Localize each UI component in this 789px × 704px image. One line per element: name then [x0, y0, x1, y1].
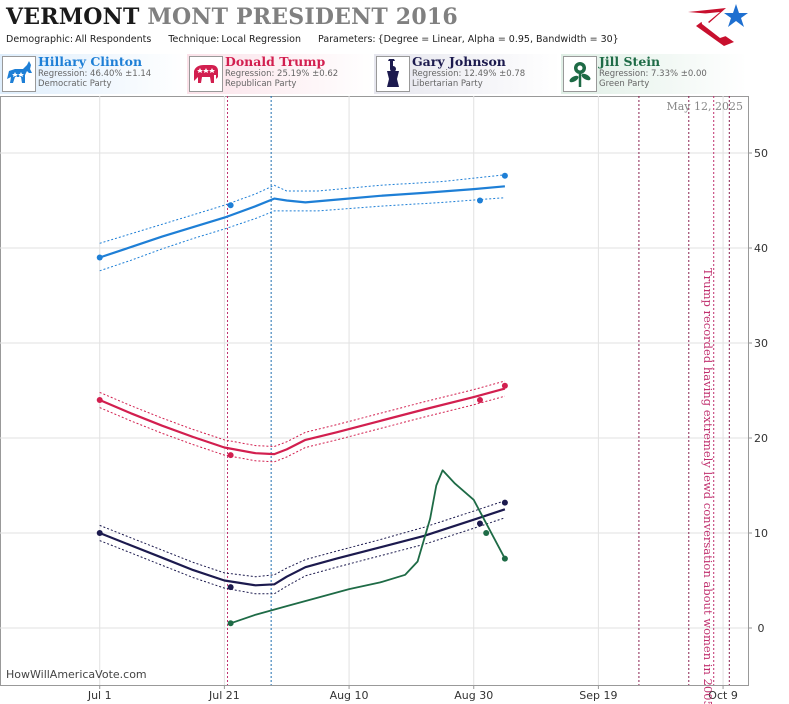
legend-item-stein: Jill Stein Regression: 7.33% ±0.00 Green…: [561, 54, 747, 94]
legend-item-clinton: Hillary Clinton Regression: 46.40% ±1.14…: [0, 54, 186, 94]
candidate-name-johnson: Gary Johnson: [412, 54, 506, 69]
poll-chart: 0 10 20 30 40 50 Jul 1 Jul 21 Aug 10 Aug 30 Sep 1…: [0, 96, 768, 704]
series-line-johnson: [99, 508, 506, 587]
title-race: MONT PRESIDENT 2016: [147, 4, 458, 30]
plot-frame: [0, 96, 749, 686]
confidence-bands: [99, 174, 506, 595]
flower-icon: [563, 56, 597, 92]
x-tick-label: Oct 9: [708, 689, 738, 702]
candidate-name-stein: Jill Stein: [599, 54, 661, 69]
x-tick-label: Jul 1: [87, 689, 112, 702]
param-value-parameters: {Degree = Linear, Alpha = 0.95, Bandwidt…: [377, 34, 619, 45]
header: VERMONT MONT PRESIDENT 2016 Demographic:…: [0, 0, 789, 52]
candidate-name-clinton: Hillary Clinton: [38, 54, 143, 69]
event-annotation: Trump recorded having extremely lewd con…: [701, 268, 715, 704]
band-upper-clinton: [99, 174, 505, 244]
x-tick-label: Aug 30: [454, 689, 493, 702]
party-johnson: Libertarian Party: [412, 79, 483, 89]
candidate-name-trump: Donald Trump: [225, 54, 326, 69]
y-tick-label: 0: [758, 622, 765, 635]
poll-point-trump: [227, 452, 234, 459]
page-title: VERMONT MONT PRESIDENT 2016: [6, 4, 458, 30]
y-tick-label: 50: [754, 147, 768, 160]
y-tick-label: 10: [754, 527, 768, 540]
band-upper-trump: [99, 380, 506, 448]
param-key-technique: Technique:: [168, 34, 220, 45]
poll-point-johnson: [476, 520, 483, 527]
site-logo-icon: [688, 4, 748, 46]
poll-point-clinton: [476, 197, 483, 204]
grid-lines: [0, 96, 748, 685]
x-axis-ticks: Jul 1 Jul 21 Aug 10 Aug 30 Sep 19 Oct 9: [87, 685, 738, 702]
party-stein: Green Party: [599, 79, 650, 89]
param-key-demographic: Demographic:: [6, 34, 74, 45]
band-lower-trump: [99, 395, 506, 463]
party-trump: Republican Party: [225, 79, 297, 89]
poll-points: [96, 172, 508, 627]
y-tick-label: 20: [754, 432, 768, 445]
param-key-parameters: Parameters:: [318, 34, 376, 45]
legend-item-trump: Donald Trump Regression: 25.19% ±0.62 Re…: [187, 54, 373, 94]
elephant-icon: [189, 56, 223, 92]
param-value-demographic: All Respondents: [75, 34, 152, 45]
poll-point-clinton: [96, 254, 103, 261]
poll-point-trump: [501, 382, 508, 389]
trend-lines: [99, 185, 506, 625]
poll-point-clinton: [501, 172, 508, 179]
poll-point-johnson: [501, 499, 508, 506]
poll-point-johnson: [227, 584, 234, 591]
party-clinton: Democratic Party: [38, 79, 112, 89]
date-label: May 12, 2025: [666, 100, 743, 113]
poll-point-stein: [483, 530, 490, 536]
series-line-clinton: [99, 185, 505, 259]
title-state: VERMONT: [6, 4, 140, 30]
band-lower-johnson: [99, 517, 506, 595]
y-tick-label: 40: [754, 242, 768, 255]
statue-of-liberty-icon: [376, 56, 410, 92]
band-upper-johnson: [99, 500, 506, 578]
x-tick-label: Jul 21: [208, 689, 240, 702]
x-tick-label: Sep 19: [579, 689, 617, 702]
candidate-legend: Hillary Clinton Regression: 46.40% ±1.14…: [0, 54, 789, 94]
regression-clinton: Regression: 46.40% ±1.14: [38, 69, 152, 79]
poll-point-trump: [476, 397, 483, 403]
parameters-line: Demographic: All Respondents Technique: Lo…: [6, 34, 633, 45]
poll-point-stein: [227, 620, 234, 627]
donkey-icon: [2, 56, 36, 92]
poll-point-trump: [96, 397, 103, 403]
series-line-stein: [230, 469, 506, 625]
y-axis-ticks: 0 10 20 30 40 50: [748, 147, 768, 635]
y-tick-label: 30: [754, 337, 768, 350]
watermark: HowWillAmericaVote.com: [6, 668, 147, 681]
regression-trump: Regression: 25.19% ±0.62: [225, 69, 339, 79]
poll-point-clinton: [227, 202, 234, 209]
poll-point-johnson: [96, 530, 103, 536]
legend-item-johnson: Gary Johnson Regression: 12.49% ±0.78 Li…: [374, 54, 560, 94]
poll-point-stein: [501, 555, 508, 562]
regression-johnson: Regression: 12.49% ±0.78: [412, 69, 526, 79]
event-lines: [227, 96, 730, 685]
param-value-technique: Local Regression: [221, 34, 301, 45]
x-tick-label: Aug 10: [330, 689, 369, 702]
series-line-trump: [99, 387, 506, 456]
regression-stein: Regression: 7.33% ±0.00: [599, 69, 707, 79]
band-lower-clinton: [99, 197, 505, 272]
